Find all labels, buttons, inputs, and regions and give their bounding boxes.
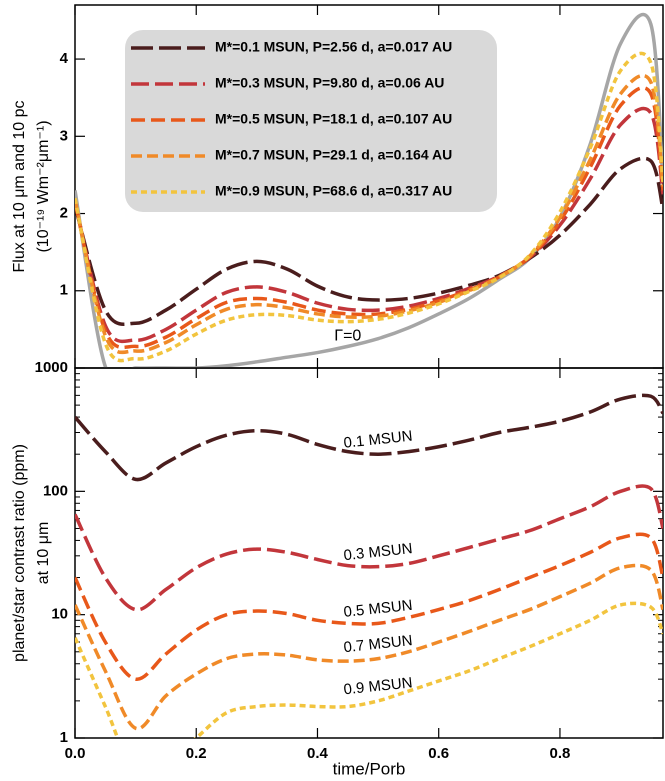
series-line [75, 51, 663, 363]
x-tick-label: 0.0 [65, 745, 86, 762]
y-axis-label: Flux at 10 μm and 10 pc [11, 101, 28, 273]
plot-area [75, 12, 663, 368]
y-tick-label: 4 [60, 50, 69, 67]
x-tick-label: 0.6 [428, 745, 449, 762]
series-line [75, 156, 663, 326]
series-line [75, 393, 663, 482]
y-tick-label: 3 [60, 127, 68, 144]
series-line [75, 532, 663, 681]
series-line [75, 563, 663, 731]
legend-label: M*=0.9 MSUN, P=68.6 d, a=0.317 AU [215, 183, 452, 199]
series-line [75, 484, 663, 612]
reference-label: Γ=0 [334, 328, 361, 345]
y-axis-label: planet/star contrast ratio (ppm) [11, 444, 28, 662]
y-tick-label: 2 [60, 205, 68, 222]
y-tick-label: 100 [43, 482, 68, 499]
x-tick-label: 0.2 [186, 745, 207, 762]
legend-label: M*=0.5 MSUN, P=18.1 d, a=0.107 AU [215, 111, 452, 127]
legend-label: M*=0.3 MSUN, P=9.80 d, a=0.06 AU [215, 75, 444, 91]
plot-area [75, 393, 663, 738]
y-tick-label: 1 [60, 282, 68, 299]
legend-label: M*=0.1 MSUN, P=2.56 d, a=0.017 AU [215, 39, 452, 55]
plot-frame [74, 367, 664, 739]
series-line [75, 86, 663, 350]
series-line [75, 73, 663, 355]
x-tick-label: 0.8 [550, 745, 571, 762]
y-axis-label: (10⁻¹⁹ Wm⁻²μm⁻¹) [35, 120, 52, 252]
series-line [75, 106, 663, 344]
legend-label: M*=0.7 MSUN, P=29.1 d, a=0.164 AU [215, 147, 452, 163]
x-axis-label: time/Porb [333, 759, 406, 778]
legend-box [125, 30, 497, 212]
y-tick-label: 1000 [35, 359, 68, 376]
y-tick-label: 10 [51, 606, 68, 623]
y-axis-label: at 10 μm [35, 522, 52, 585]
x-tick-label: 0.4 [307, 745, 329, 762]
series-label: 0.1 MSUN [343, 428, 414, 452]
reference-line [75, 12, 663, 368]
series-line [75, 601, 663, 738]
y-tick-label: 1 [60, 729, 68, 746]
series-label: 0.3 MSUN [343, 540, 414, 564]
